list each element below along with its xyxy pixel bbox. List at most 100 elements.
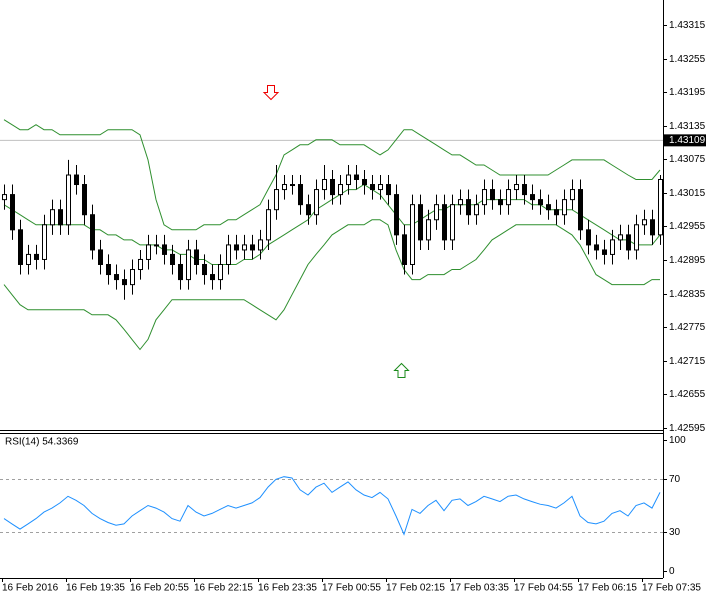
candle-body (458, 199, 463, 206)
y-tick-label: 1.42835 (669, 289, 706, 300)
candle-body (194, 249, 199, 265)
candle-body (418, 204, 423, 241)
y-tick-label: 1.42895 (669, 255, 706, 266)
candle-body (226, 244, 231, 265)
candle-body (554, 209, 559, 216)
candle-body (370, 184, 375, 191)
candle-body (562, 199, 567, 216)
candle-body (18, 229, 23, 265)
candle-body (162, 244, 167, 255)
candle-body (346, 174, 351, 186)
candle-body (578, 189, 583, 231)
x-tick-label: 17 Feb 06:15 (578, 583, 637, 594)
candle-body (586, 229, 591, 246)
candle-body (338, 184, 343, 196)
x-tick-label: 16 Feb 22:15 (194, 583, 253, 594)
candle-body (58, 209, 63, 226)
y-tick-label: 1.43315 (669, 20, 706, 31)
candle-body (314, 189, 319, 216)
current-price-box (664, 134, 706, 147)
y-tick-label: 1.42715 (669, 356, 706, 367)
candle-body (506, 189, 511, 206)
candle-body (290, 184, 295, 187)
candle-body (602, 249, 607, 255)
candle-body (26, 253, 31, 265)
candle-body (218, 263, 223, 281)
bollinger-band (3, 119, 661, 231)
candle-body (114, 274, 119, 281)
y-tick-label: 1.42655 (669, 389, 706, 400)
candle-body (90, 214, 95, 251)
candle-body (466, 199, 471, 216)
candle-body (434, 204, 439, 221)
y-tick-label: 70 (669, 474, 681, 485)
y-tick-label: 1.43135 (669, 121, 706, 132)
candle-body (522, 184, 527, 196)
candle-body (442, 204, 447, 241)
candle-body (426, 219, 431, 241)
current-price-label: 1.43109 (669, 135, 706, 146)
candle-body (242, 244, 247, 251)
candle-body (130, 269, 135, 286)
candle-body (2, 194, 7, 201)
y-tick-label: 1.42955 (669, 221, 706, 232)
candle-body (34, 253, 39, 260)
candle-body (42, 224, 47, 260)
candle-body (546, 204, 551, 211)
candle-body (170, 253, 175, 265)
candle-body (138, 258, 143, 271)
bollinger-band (3, 219, 660, 351)
candle-body (186, 249, 191, 281)
y-tick-label: 1.43255 (669, 54, 706, 65)
candle-body (50, 209, 55, 226)
candle-body (658, 178, 663, 236)
candle-body (498, 199, 503, 206)
x-tick-label: 17 Feb 00:55 (322, 583, 381, 594)
x-tick-label: 17 Feb 07:35 (642, 583, 701, 594)
candle-body (482, 189, 487, 206)
candle-body (538, 199, 543, 206)
candle-body (202, 263, 207, 276)
candle-body (570, 189, 575, 201)
y-tick-label: 1.43195 (669, 87, 706, 98)
candle-body (642, 219, 647, 226)
candle-body (298, 184, 303, 206)
x-tick-label: 17 Feb 04:55 (514, 583, 573, 594)
candle-body (490, 189, 495, 201)
x-tick-label: 16 Feb 2016 (2, 583, 59, 594)
candle-body (74, 174, 79, 186)
candle-body (66, 174, 71, 226)
candle-body (386, 184, 391, 196)
y-tick-label: 30 (669, 527, 681, 538)
candle-body (450, 204, 455, 241)
candle-body (122, 279, 127, 286)
candle-body (634, 224, 639, 251)
candle-body (178, 263, 183, 281)
candle-body (354, 174, 359, 180)
candle-body (258, 239, 263, 251)
candle-body (306, 204, 311, 216)
y-tick-label: 100 (669, 435, 686, 446)
candle-body (146, 244, 151, 260)
candle-body (250, 244, 255, 251)
candle-body (514, 184, 519, 191)
candle-body (618, 234, 623, 241)
candle-body (322, 178, 327, 191)
candle-body (362, 178, 367, 186)
candle-body (378, 184, 383, 191)
x-tick-label: 16 Feb 20:55 (130, 583, 189, 594)
candle-body (626, 234, 631, 251)
y-tick-label: 1.42775 (669, 322, 706, 333)
candle-body (210, 274, 215, 281)
candle-body (98, 249, 103, 265)
candle-body (10, 194, 15, 231)
candle-body (154, 244, 159, 247)
x-tick-label: 16 Feb 19:35 (66, 583, 125, 594)
candle-body (266, 209, 271, 241)
sell-arrow (262, 85, 280, 101)
candle-body (274, 189, 279, 211)
candle-body (410, 204, 415, 265)
buy-arrow (393, 362, 410, 378)
